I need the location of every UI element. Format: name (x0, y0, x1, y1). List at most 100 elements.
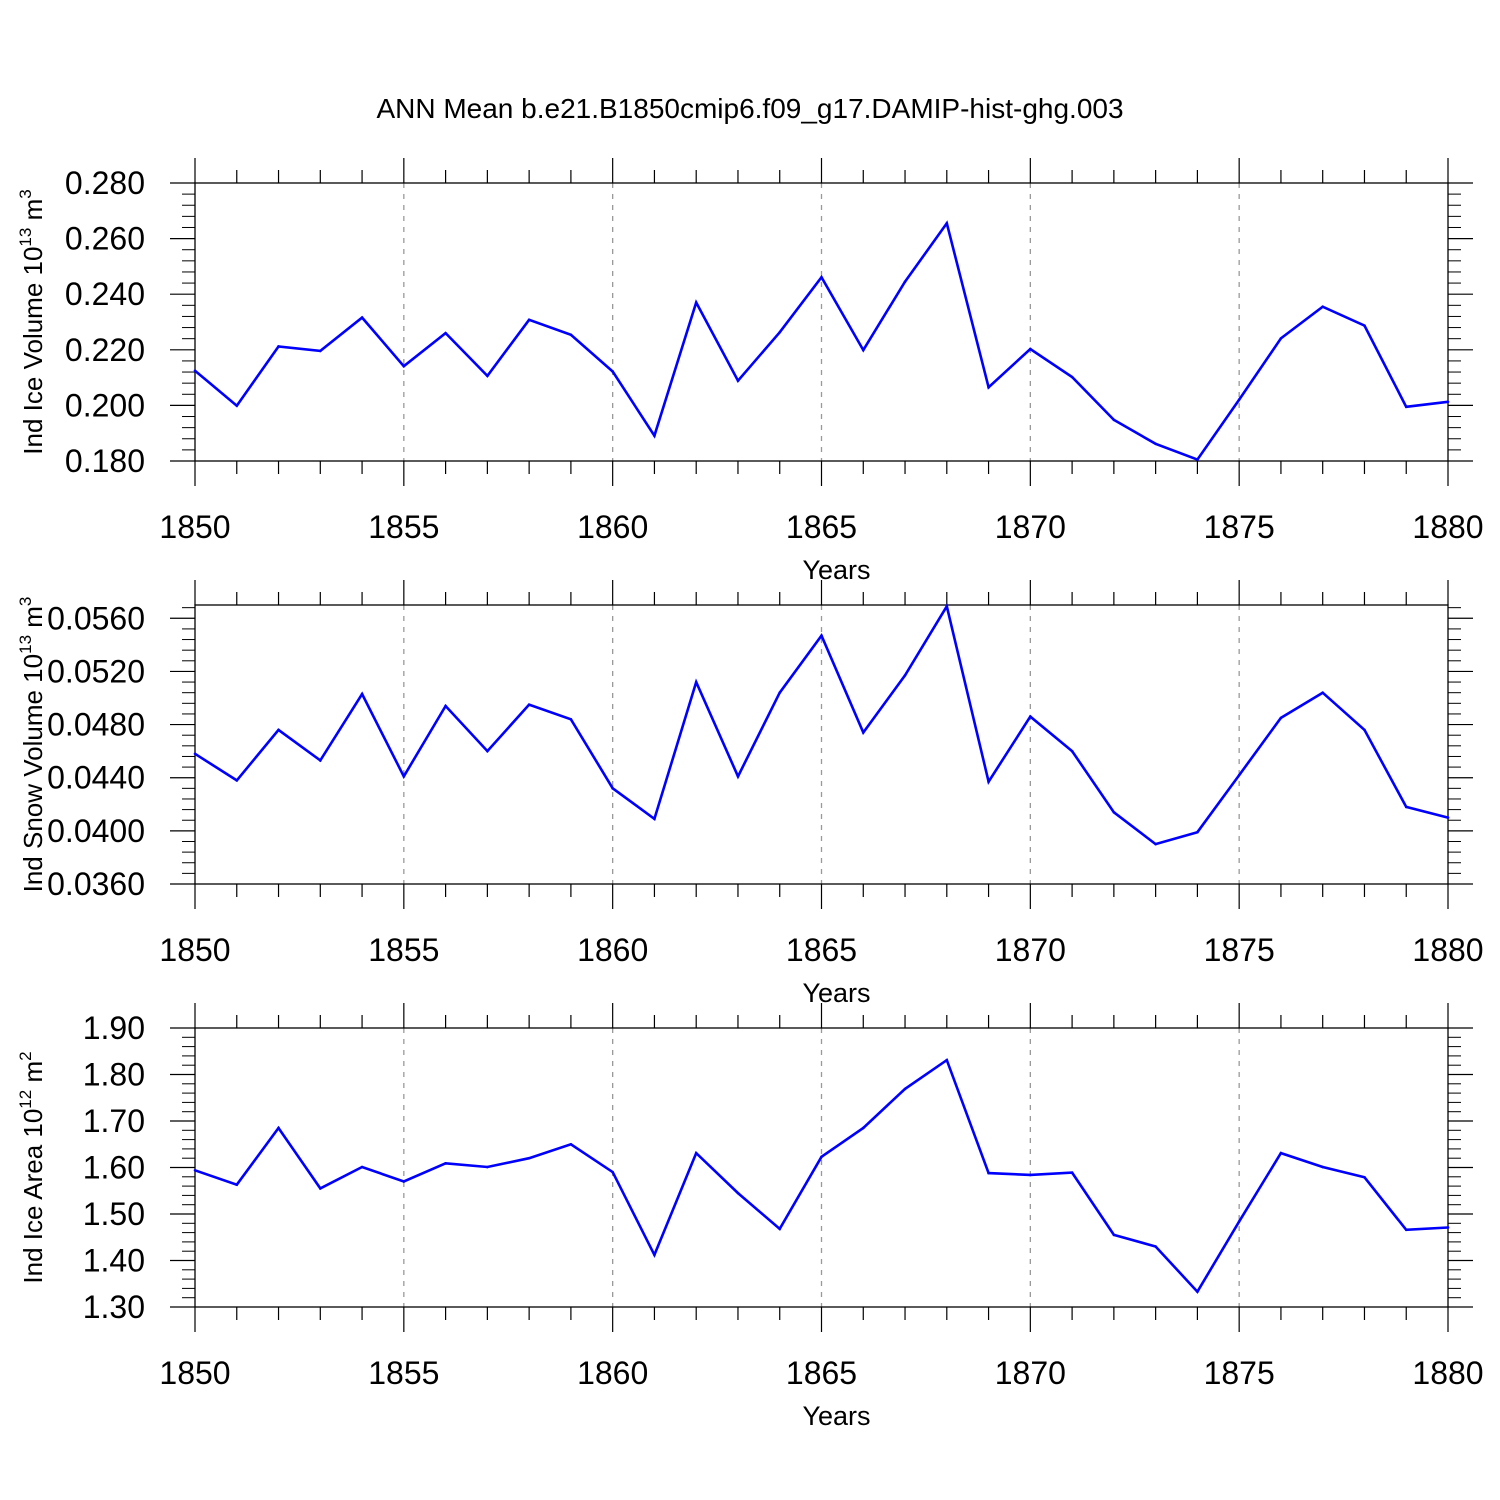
data-point (569, 1142, 573, 1146)
data-point (820, 1155, 823, 1159)
x-tick-label: 1870 (995, 509, 1066, 545)
y-axis-title-exponent: 13 (16, 228, 35, 247)
y-tick-label: 1.30 (83, 1289, 145, 1325)
y-tick-label: 0.0360 (47, 866, 145, 902)
data-point (527, 318, 531, 322)
data-point (1029, 347, 1032, 351)
y-axis-title-exponent: 12 (16, 1090, 35, 1109)
x-tick-label: 1880 (1412, 1355, 1483, 1391)
data-point (1196, 830, 1199, 834)
data-point (1029, 715, 1032, 718)
data-point (1446, 1226, 1450, 1229)
chart-panels: 1850 1855 1860 1865 1870 1875 1880 0.180 0.200 0.… (16, 158, 1484, 1431)
data-point (987, 780, 990, 783)
x-tick-label: 1860 (577, 509, 648, 545)
data-point (736, 379, 740, 382)
data-point (360, 1165, 364, 1169)
data-point (1446, 816, 1450, 819)
plot-frame (194, 182, 1449, 462)
data-point (402, 1180, 406, 1183)
y-axis-title-unit-exponent: 2 (16, 1051, 35, 1060)
y-tick-label: 0.0400 (47, 813, 145, 849)
data-point (1321, 691, 1324, 694)
x-tick-label: 1855 (368, 509, 439, 545)
x-tick-label: 1855 (368, 1355, 439, 1391)
y-axis-title-text: Ind Ice Area 10 (18, 1109, 48, 1284)
data-point (193, 752, 197, 756)
data-point (903, 280, 907, 283)
data-point (903, 674, 907, 677)
data-point (653, 1253, 656, 1257)
data-point (611, 787, 614, 790)
data-point (193, 1168, 197, 1172)
data-point (1404, 405, 1408, 409)
y-axis-title: Ind Ice Volume 1013 m3 (16, 189, 48, 454)
data-point (569, 717, 573, 721)
x-tick-label: 1855 (368, 932, 439, 968)
data-point (277, 345, 280, 348)
data-point (987, 1171, 990, 1175)
data-point (903, 1087, 907, 1091)
data-point (1112, 1233, 1116, 1237)
x-tick-label: 1875 (1204, 932, 1275, 968)
x-tick-label: 1875 (1204, 509, 1275, 545)
data-point (402, 364, 406, 368)
data-point (694, 680, 698, 684)
x-tick-label: 1880 (1412, 932, 1483, 968)
y-tick-label: 0.0520 (47, 653, 145, 689)
data-point (1237, 1220, 1241, 1223)
data-point (319, 349, 322, 353)
x-axis-title: Years (802, 1401, 870, 1431)
data-point (1321, 305, 1324, 309)
plot-frame (194, 1027, 1449, 1308)
data-point (861, 731, 865, 734)
data-point (235, 404, 239, 407)
y-tick-label: 0.200 (65, 387, 145, 423)
data-point (694, 1151, 698, 1155)
x-tick-label: 1850 (159, 932, 230, 968)
data-point (1279, 337, 1283, 340)
data-point (736, 1191, 740, 1195)
data-point (820, 634, 823, 637)
y-tick-label: 1.40 (83, 1243, 145, 1279)
y-axis-title-exponent: 13 (16, 635, 35, 654)
x-tick-label: 1865 (786, 1355, 857, 1391)
y-axis-title: Ind Snow Volume 1013 m3 (16, 597, 48, 893)
x-tick-label: 1865 (786, 932, 857, 968)
x-tick-label: 1870 (995, 932, 1066, 968)
x-tick-label: 1860 (577, 932, 648, 968)
data-point (193, 369, 197, 372)
y-tick-label: 1.50 (83, 1196, 145, 1232)
y-tick-label: 0.240 (65, 276, 145, 312)
y-tick-label: 0.220 (65, 332, 145, 368)
data-point (1363, 324, 1366, 327)
y-tick-label: 1.60 (83, 1150, 145, 1186)
data-point (1029, 1173, 1032, 1177)
data-point (1279, 1151, 1283, 1155)
data-point (1154, 842, 1157, 846)
data-point (1446, 400, 1450, 404)
data-point (486, 749, 489, 753)
y-tick-label: 0.0480 (47, 707, 145, 743)
y-tick-label: 0.280 (65, 165, 145, 201)
data-point (319, 759, 322, 762)
data-point (945, 222, 949, 225)
data-point (820, 275, 823, 279)
data-point (235, 1183, 239, 1187)
y-tick-label: 0.180 (65, 443, 145, 479)
data-point (1196, 1290, 1199, 1293)
data-point (1237, 773, 1241, 777)
data-point (1279, 716, 1283, 720)
y-tick-label: 0.0560 (47, 600, 145, 636)
data-point (1154, 1245, 1157, 1248)
data-point (1070, 375, 1074, 379)
data-point (486, 374, 489, 378)
data-point (486, 1165, 489, 1169)
y-axis-title-unit: m (18, 1061, 48, 1090)
data-point (1154, 442, 1157, 446)
data-point (778, 691, 782, 694)
y-tick-label: 0.260 (65, 221, 145, 257)
data-point (277, 728, 280, 732)
data-point (444, 704, 447, 708)
